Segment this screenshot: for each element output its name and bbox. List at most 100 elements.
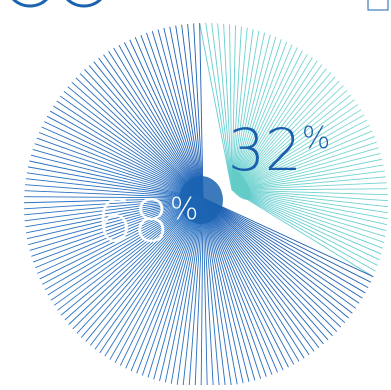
ray-small-slice [231, 189, 388, 202]
slice-small-value: 32 [228, 116, 302, 184]
ray-large-slice [93, 61, 204, 199]
ray-small-slice [231, 114, 365, 191]
ray-small-slice [231, 136, 375, 191]
ray-large-slice [176, 197, 204, 385]
cropped-top-decoration [11, 0, 389, 11]
ray-large-slice [202, 197, 208, 388]
ray-small-slice [231, 189, 388, 226]
ray-large-slice [175, 25, 204, 199]
ray-small-slice [231, 189, 388, 214]
ray-large-slice [202, 197, 295, 365]
ray-large-slice [202, 197, 333, 337]
ray-large-slice [94, 197, 204, 350]
ray-large-slice [202, 197, 256, 381]
ray-large-slice [24, 190, 204, 199]
ray-large-slice [103, 54, 204, 199]
ray-large-slice [33, 197, 204, 263]
slice-small-unit: % [302, 121, 331, 156]
ray-large-slice [28, 197, 204, 246]
ray-small-slice [231, 147, 379, 191]
ray-large-slice [202, 197, 262, 379]
ray-large-slice [67, 86, 204, 199]
ray-small-slice [231, 72, 332, 191]
ray-large-slice [53, 197, 204, 306]
ray-small-slice [231, 57, 313, 191]
ray-small-slice [231, 53, 308, 191]
ray-large-slice [119, 197, 204, 366]
center-glow-small [232, 168, 252, 200]
ray-small-slice [231, 44, 293, 191]
ray-large-slice [202, 197, 349, 319]
ray-large-slice [29, 197, 204, 251]
ray-large-slice [130, 197, 204, 372]
ray-small-slice [231, 189, 382, 255]
ray-small-slice [229, 24, 233, 191]
ray-large-slice [202, 197, 346, 324]
ray-small-slice [231, 189, 383, 249]
ray-large-slice [202, 197, 305, 359]
ray-small-slice [231, 141, 377, 191]
ray-large-slice [147, 197, 204, 378]
ray-small-slice [231, 189, 376, 272]
ray-large-slice [108, 51, 204, 199]
ray-large-slice [164, 197, 204, 383]
ray-large-slice [114, 197, 204, 363]
ray-large-slice [64, 197, 204, 321]
slice-labels-group: 32% 68% [96, 116, 330, 255]
ray-large-slice [41, 126, 204, 199]
ray-large-slice [170, 197, 204, 384]
ray-large-slice [76, 197, 204, 334]
ray-large-slice [202, 197, 320, 349]
ray-large-slice [202, 197, 289, 368]
ray-large-slice [202, 197, 232, 386]
ray-large-slice [29, 160, 204, 199]
ray-small-slice [231, 176, 386, 191]
ray-small-slice [231, 189, 387, 232]
ray-small-slice [231, 34, 271, 191]
ray-large-slice [99, 197, 204, 354]
ray-small-slice [231, 94, 352, 191]
ray-large-slice [25, 178, 204, 199]
ray-small-slice [231, 36, 277, 191]
ray-large-slice [193, 23, 204, 199]
ray-small-slice [231, 26, 242, 191]
ray-small-slice [231, 30, 260, 191]
ray-large-slice [24, 196, 204, 199]
ray-small-slice [231, 60, 318, 191]
ray-small-slice [231, 50, 303, 191]
ray-small-slice [231, 189, 388, 196]
ray-large-slice [31, 197, 204, 257]
ray-large-slice [23, 197, 204, 204]
ray-large-slice [104, 197, 204, 357]
ray-small-slice [231, 189, 389, 208]
ray-large-slice [202, 197, 357, 309]
ray-large-slice [194, 197, 204, 387]
ray-large-slice [202, 197, 214, 387]
ray-large-slice [202, 197, 374, 278]
ray-large-slice [181, 24, 204, 199]
ray-large-slice [63, 90, 204, 199]
ray-small-slice [231, 76, 336, 191]
ray-small-slice [231, 109, 362, 191]
ray-large-slice [159, 197, 204, 382]
ray-large-slice [44, 197, 204, 291]
ray-large-slice [202, 197, 329, 341]
ray-large-slice [24, 197, 204, 210]
ray-large-slice [202, 197, 273, 375]
ray-large-slice [84, 69, 204, 199]
ray-small-slice [231, 189, 380, 261]
ray-large-slice [202, 197, 353, 314]
ray-large-slice [49, 110, 204, 199]
ray-large-slice [153, 197, 204, 380]
ray-large-slice [36, 137, 204, 199]
ray-large-slice [26, 172, 204, 199]
ray-large-slice [202, 197, 226, 387]
ray-large-slice [202, 197, 372, 283]
ray-large-slice [24, 197, 204, 216]
ray-small-slice [231, 80, 340, 191]
slice-large-label: 68% [96, 187, 198, 255]
ray-large-slice [44, 121, 204, 199]
ray-large-slice [89, 197, 204, 346]
ray-small-slice [231, 119, 368, 191]
ray-large-slice [134, 37, 204, 199]
